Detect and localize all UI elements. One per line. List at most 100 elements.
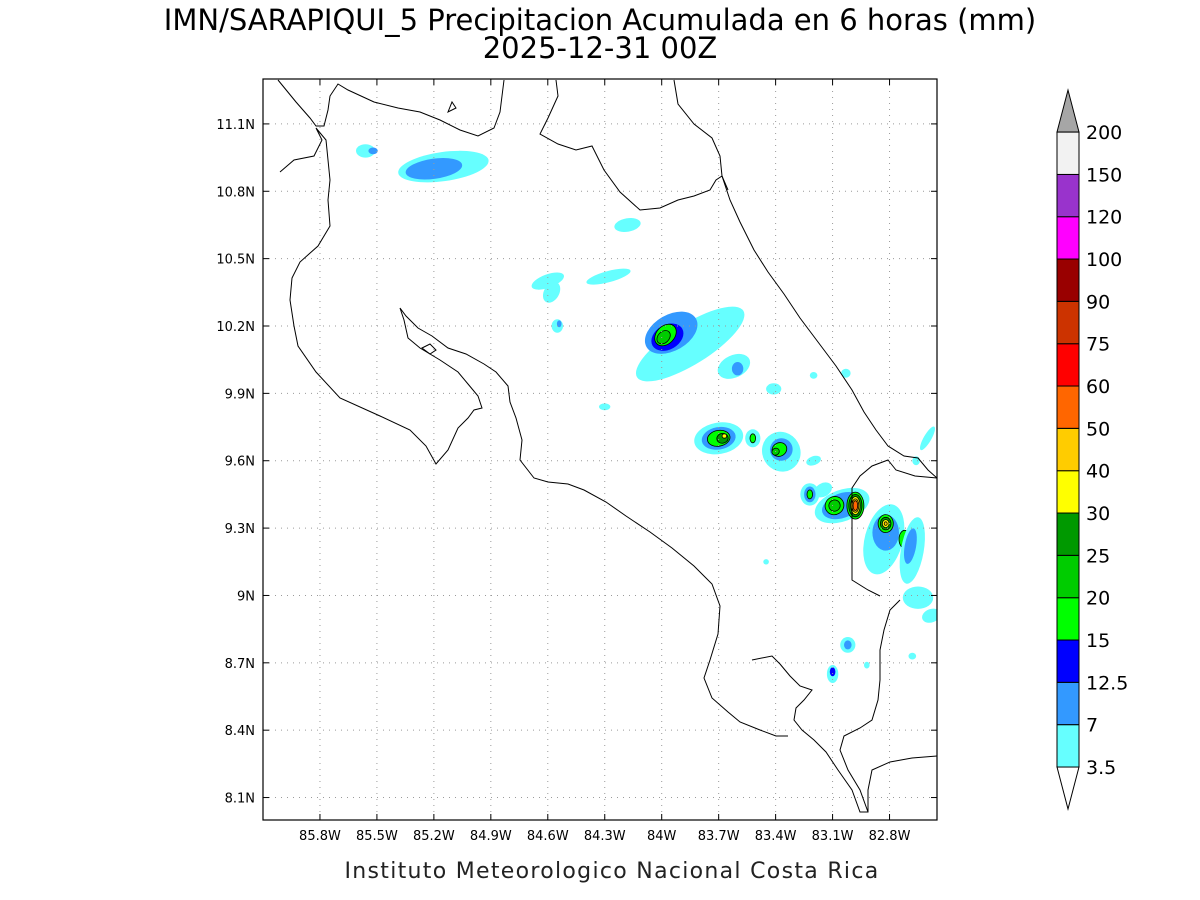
lat-tick-label: 9.6N xyxy=(225,455,255,470)
colorbar-swatch-6 xyxy=(1056,512,1080,556)
graticule xyxy=(263,79,937,820)
colorbar-label: 25 xyxy=(1086,545,1110,567)
precip-cell-21 xyxy=(809,372,818,379)
footer-credit: Instituto Meteorologico Nacional Costa R… xyxy=(344,859,879,884)
precip-cell-65 xyxy=(908,652,917,660)
lat-tick-label: 9N xyxy=(237,589,255,604)
lon-tick-label: 85.2W xyxy=(413,829,455,844)
caribbean-coastline xyxy=(673,79,937,479)
precip-cell-5 xyxy=(614,218,641,232)
precip-cell-63 xyxy=(829,667,836,677)
precip-cell-4 xyxy=(405,158,463,180)
map-timestamp: 2025-12-31 00Z xyxy=(483,31,718,65)
precip-cell-20 xyxy=(841,368,851,378)
lat-tick-label: 11.1N xyxy=(216,118,255,133)
precip-cell-28 xyxy=(749,433,756,444)
colorbar-swatch-5 xyxy=(1056,554,1080,599)
precip-cell-66 xyxy=(763,559,769,565)
precip-cell-6 xyxy=(531,272,565,290)
golfo-dulce-coastline xyxy=(839,599,901,813)
colorbar-swatch-8 xyxy=(1056,427,1080,472)
colorbar-swatch-9 xyxy=(1056,385,1080,429)
precip-cell-64 xyxy=(864,661,870,669)
lake-islet-outline xyxy=(447,100,457,114)
precip-cell-1 xyxy=(356,144,375,158)
precipitation-layer xyxy=(356,144,937,683)
lat-tick-label: 10.5N xyxy=(216,253,255,268)
colorbar-swatch-2 xyxy=(1056,681,1080,726)
precip-cell-10 xyxy=(556,320,562,328)
colorbar-swatch-4 xyxy=(1056,597,1080,641)
lon-tick-label: 83.7W xyxy=(698,829,740,844)
colorbar-swatch-15 xyxy=(1056,131,1080,175)
colorbar-label: 7 xyxy=(1086,715,1098,737)
precip-cell-7 xyxy=(542,281,561,303)
lat-tick-label: 8.4N xyxy=(225,724,255,739)
lon-tick-label: 85.8W xyxy=(299,829,341,844)
panama-border-line xyxy=(851,459,937,597)
map-frame xyxy=(262,78,938,821)
colorbar-label: 3.5 xyxy=(1086,757,1116,779)
colorbar-swatch-12 xyxy=(1056,258,1080,302)
lon-tick-label: 83.4W xyxy=(755,829,797,844)
map-background xyxy=(263,79,937,820)
precip-cell-33 xyxy=(806,455,821,466)
map-area: 85.8W 85.5W 85.2W 84.9W 84.6W 84.3W 84W 83.7W 83… xyxy=(216,78,938,844)
map-title: IMN/SARAPIQUI_5 Precipitacion Acumulada … xyxy=(164,3,1036,37)
lat-tick-label: 9.9N xyxy=(225,387,255,402)
axis-ticks: 85.8W 85.5W 85.2W 84.9W 84.6W 84.3W 84W 83.7W 83… xyxy=(216,79,937,844)
colorbar-under-arrow xyxy=(1056,766,1080,811)
lat-tick-label: 9.3N xyxy=(225,522,255,537)
colorbar: 3.5 7 12.5 15 20 25 30 40 50 60 75 90 100 120 150 200 xyxy=(1056,88,1128,811)
chira-island-outline xyxy=(421,343,437,355)
precip-cell-17 xyxy=(731,362,744,376)
precip-cell-8 xyxy=(586,268,631,285)
colorbar-label: 30 xyxy=(1086,503,1110,525)
precip-cell-56 xyxy=(902,586,934,609)
precip-cell-2 xyxy=(368,147,378,155)
lat-tick-label: 8.1N xyxy=(225,792,255,807)
colorbar-label: 200 xyxy=(1086,122,1122,144)
precip-cell-55 xyxy=(903,528,917,564)
colorbar-swatch-11 xyxy=(1056,300,1080,345)
osa-peninsula-coastline xyxy=(751,655,937,813)
lon-tick-label: 84.9W xyxy=(470,829,512,844)
precip-cell-41 xyxy=(828,499,841,512)
colorbar-label: 120 xyxy=(1086,207,1122,229)
colorbar-label: 15 xyxy=(1086,630,1110,652)
colorbar-label: 40 xyxy=(1086,461,1110,483)
lon-tick-label: 83.1W xyxy=(812,829,854,844)
precip-cell-61 xyxy=(844,640,852,650)
precip-cell-58 xyxy=(919,426,936,451)
colorbar-label: 50 xyxy=(1086,418,1110,440)
lon-tick-label: 84W xyxy=(647,829,677,844)
colorbar-label: 20 xyxy=(1086,588,1110,610)
precip-cell-19 xyxy=(766,383,782,395)
colorbar-label: 100 xyxy=(1086,249,1122,271)
lon-tick-label: 82.8W xyxy=(869,829,911,844)
lat-tick-label: 10.8N xyxy=(216,185,255,200)
colorbar-label: 12.5 xyxy=(1086,672,1128,694)
colorbar-swatch-1 xyxy=(1056,724,1080,768)
nicaragua-border-line-east xyxy=(539,79,729,211)
lat-tick-label: 10.2N xyxy=(216,320,255,335)
colorbar-label: 75 xyxy=(1086,334,1110,356)
colorbar-over-arrow xyxy=(1056,88,1080,133)
lon-tick-label: 84.3W xyxy=(584,829,626,844)
pacific-coastline-north xyxy=(279,127,788,737)
coastline-layer xyxy=(277,79,937,813)
precip-cell-15 xyxy=(656,330,671,345)
lon-tick-label: 84.6W xyxy=(527,829,569,844)
precip-cell-26 xyxy=(721,433,728,439)
colorbar-swatch-14 xyxy=(1056,173,1080,218)
colorbar-swatch-7 xyxy=(1056,470,1080,514)
colorbar-label: 90 xyxy=(1086,291,1110,313)
colorbar-swatch-3 xyxy=(1056,639,1080,683)
colorbar-swatch-13 xyxy=(1056,216,1080,260)
colorbar-label: 150 xyxy=(1086,164,1122,186)
precip-cell-11 xyxy=(635,306,745,382)
colorbar-label: 60 xyxy=(1086,376,1110,398)
lon-tick-label: 85.5W xyxy=(356,829,398,844)
precip-cell-37 xyxy=(806,489,813,500)
